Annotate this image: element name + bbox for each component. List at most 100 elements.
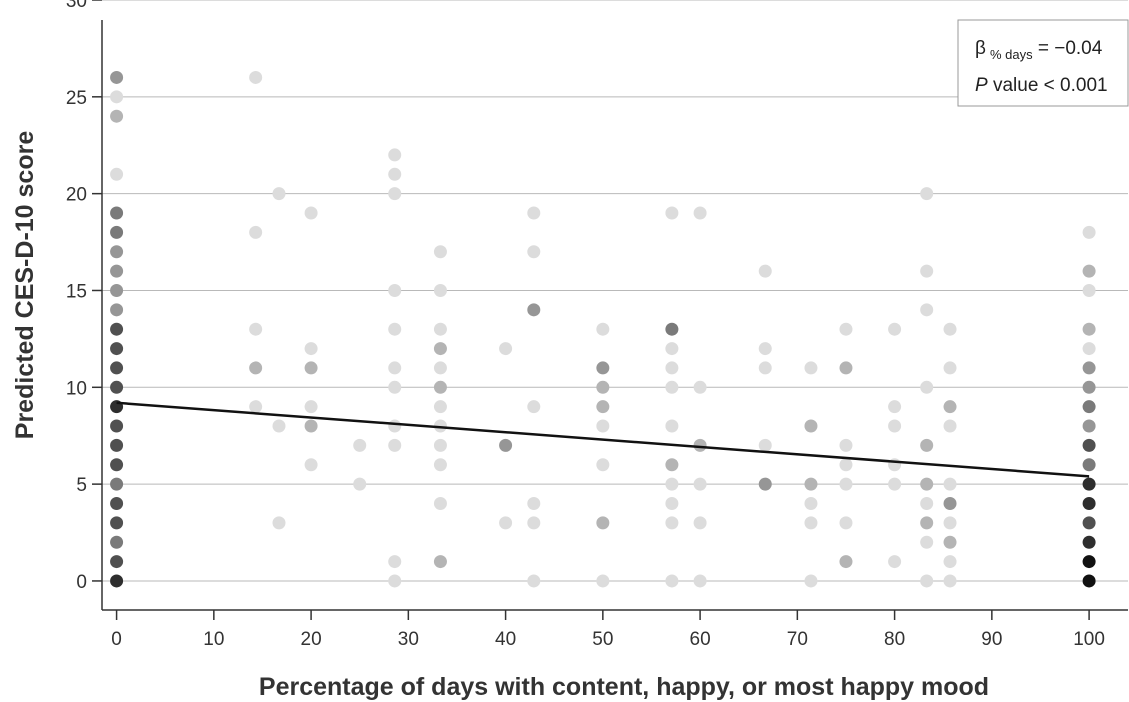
data-point-8: [110, 283, 124, 297]
data-point-33: [304, 342, 318, 356]
data-point-144: [1082, 283, 1096, 297]
data-point-134: [943, 400, 957, 414]
data-point-152: [1082, 458, 1096, 472]
data-point-104: [804, 419, 818, 433]
data-point-145: [1082, 322, 1096, 336]
data-point-52: [433, 283, 447, 297]
data-point-66: [527, 206, 541, 220]
x-axis-title: Percentage of days with content, happy, …: [259, 673, 989, 701]
data-point-31: [272, 516, 286, 530]
data-point-138: [943, 516, 957, 530]
data-point-36: [304, 419, 318, 433]
data-point-23: [110, 574, 124, 588]
data-point-75: [596, 380, 610, 394]
data-point-116: [888, 322, 902, 336]
data-point-87: [665, 458, 679, 472]
data-point-72: [527, 574, 541, 588]
data-point-136: [943, 477, 957, 491]
data-point-10: [110, 322, 124, 336]
data-point-70: [527, 496, 541, 510]
data-point-91: [665, 574, 679, 588]
data-point-108: [804, 574, 818, 588]
x-tick-label-40: 40: [495, 629, 516, 650]
data-point-112: [839, 458, 853, 472]
p-value-text: value < 0.001: [988, 75, 1108, 96]
data-point-97: [693, 574, 707, 588]
data-point-11: [110, 342, 124, 356]
data-point-90: [665, 516, 679, 530]
data-point-68: [527, 303, 541, 317]
data-point-96: [693, 516, 707, 530]
data-point-6: [110, 245, 124, 259]
data-point-74: [596, 361, 610, 375]
data-point-60: [433, 458, 447, 472]
x-tick-label-80: 80: [884, 629, 905, 650]
beta-subscript: % days: [990, 47, 1033, 62]
data-point-76: [596, 400, 610, 414]
data-point-118: [888, 419, 902, 433]
data-point-157: [1082, 555, 1096, 569]
data-point-44: [388, 322, 402, 336]
data-point-123: [920, 264, 934, 278]
data-point-155: [1082, 516, 1096, 530]
data-point-32: [304, 206, 318, 220]
data-point-113: [839, 477, 853, 491]
data-point-21: [110, 535, 124, 549]
data-point-86: [665, 419, 679, 433]
data-point-102: [758, 477, 772, 491]
data-point-153: [1082, 477, 1096, 491]
data-point-12: [110, 361, 124, 375]
data-point-154: [1082, 496, 1096, 510]
data-point-151: [1082, 438, 1096, 452]
data-point-27: [249, 361, 263, 375]
beta-annotation: β % days = −0.04: [975, 38, 1103, 62]
data-point-156: [1082, 535, 1096, 549]
data-point-62: [433, 555, 447, 569]
data-point-80: [596, 574, 610, 588]
data-point-120: [888, 477, 902, 491]
data-point-100: [758, 361, 772, 375]
x-tick-label-20: 20: [301, 629, 322, 650]
beta-symbol: β: [975, 38, 986, 59]
x-tick-label-30: 30: [398, 629, 419, 650]
data-point-55: [433, 361, 447, 375]
data-point-137: [943, 496, 957, 510]
p-value-annotation: P value < 0.001: [975, 75, 1108, 96]
data-point-73: [596, 322, 610, 336]
data-point-49: [388, 555, 402, 569]
annotation-box-frame: [957, 19, 1129, 107]
data-point-54: [433, 342, 447, 356]
data-point-56: [433, 380, 447, 394]
data-point-46: [388, 380, 402, 394]
regression-line-path: [116, 401, 1090, 478]
data-point-133: [943, 361, 957, 375]
annotation-box: β % days = −0.04 P value < 0.001: [957, 19, 1129, 107]
data-point-64: [499, 438, 513, 452]
data-point-15: [110, 419, 124, 433]
data-point-122: [920, 187, 934, 201]
data-point-50: [388, 574, 402, 588]
data-point-5: [110, 225, 124, 239]
data-point-78: [596, 458, 610, 472]
data-point-7: [110, 264, 124, 278]
y-tick-label-0: 0: [76, 572, 87, 593]
data-point-77: [596, 419, 610, 433]
data-point-85: [665, 380, 679, 394]
data-point-0: [110, 70, 124, 84]
y-tick-label-25: 25: [66, 88, 87, 109]
data-point-110: [839, 361, 853, 375]
data-point-79: [596, 516, 610, 530]
data-point-17: [110, 458, 124, 472]
data-point-18: [110, 477, 124, 491]
data-point-158: [1082, 574, 1096, 588]
data-point-28: [249, 400, 263, 414]
x-tick-label-100: 100: [1073, 629, 1105, 650]
x-tick-label-10: 10: [203, 629, 224, 650]
data-point-38: [353, 438, 367, 452]
data-point-147: [1082, 361, 1096, 375]
data-point-40: [388, 148, 402, 162]
data-point-51: [433, 245, 447, 259]
x-tick-label-50: 50: [592, 629, 613, 650]
data-point-117: [888, 400, 902, 414]
